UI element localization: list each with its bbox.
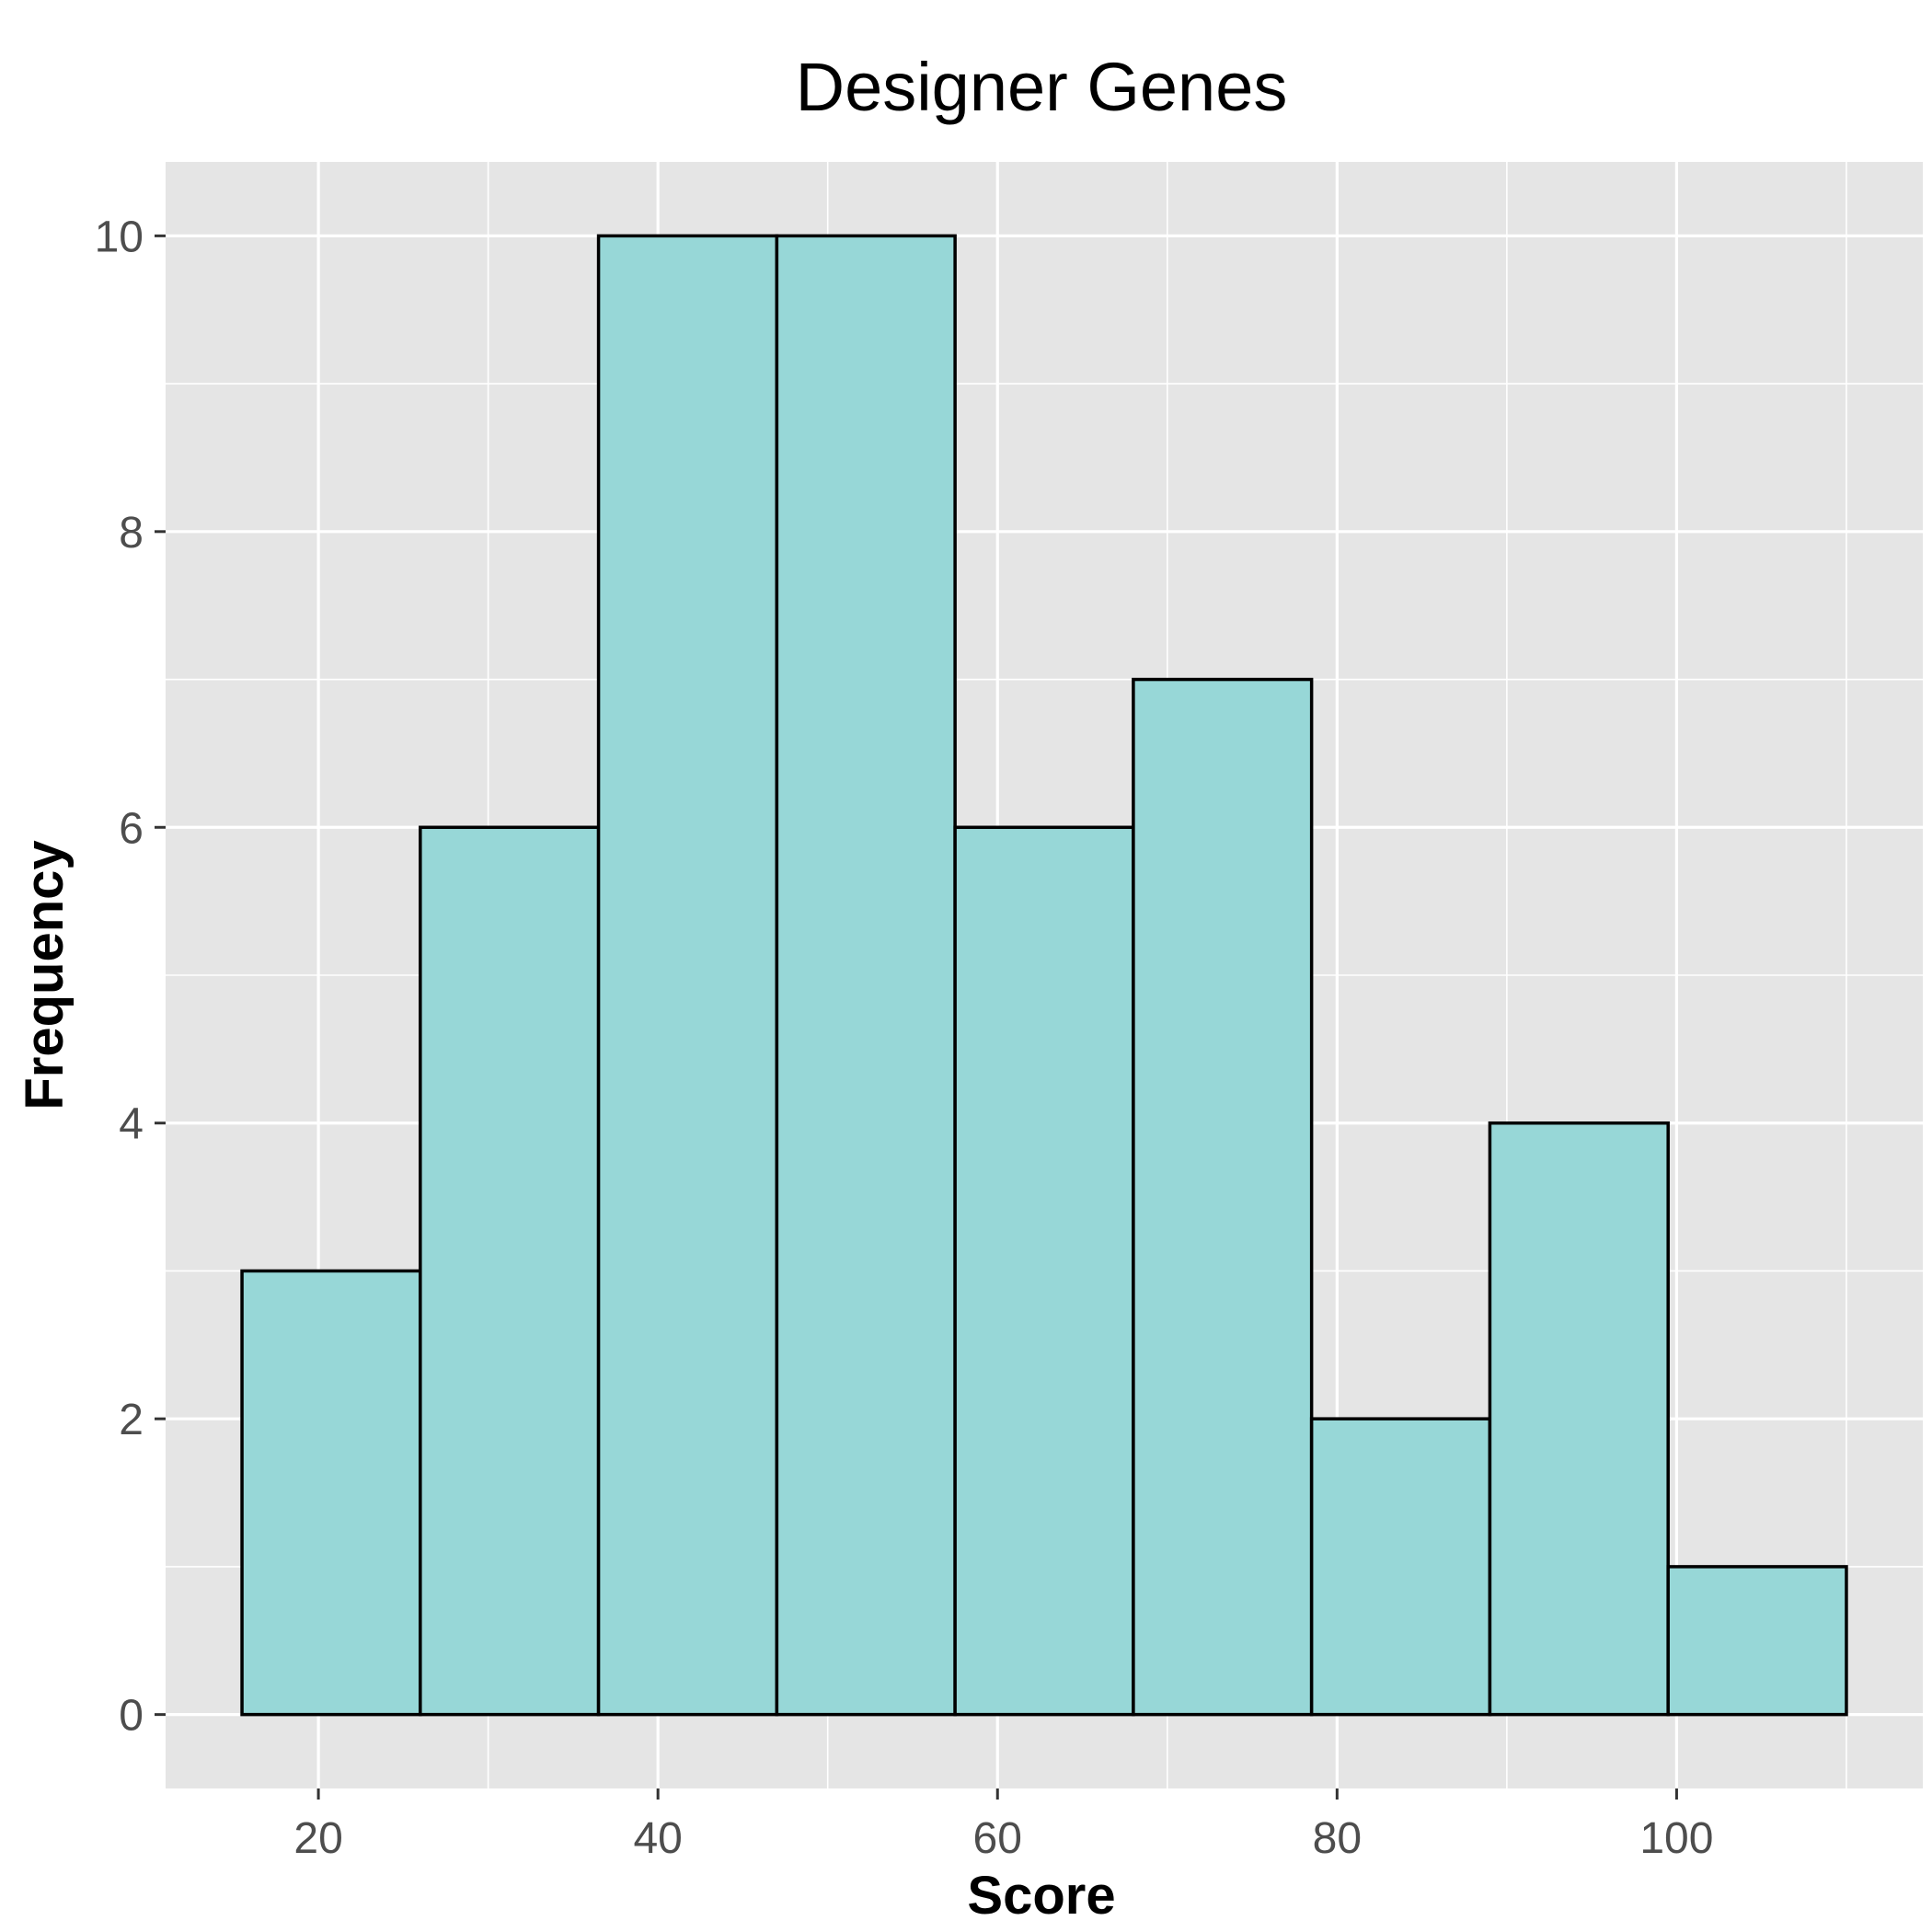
y-tick-label: 2 [119, 1396, 144, 1444]
histogram-bar-5 [953, 825, 1135, 1717]
y-axis: 0 2 4 6 8 10 [95, 213, 166, 1741]
y-tick-label: 4 [119, 1100, 144, 1149]
x-tick-label: 40 [633, 1814, 682, 1863]
y-tick-label: 10 [95, 213, 144, 261]
x-axis-title: Score [967, 1866, 1115, 1926]
y-tick-label: 6 [119, 804, 144, 853]
y-tick-label: 0 [119, 1692, 144, 1741]
y-tick-label: 8 [119, 509, 144, 558]
histogram-bar-6 [1132, 677, 1314, 1717]
histogram-bar-2 [419, 825, 601, 1717]
histogram-bar-9 [1666, 1565, 1848, 1717]
histogram-bar-1 [240, 1269, 422, 1717]
x-tick-label: 100 [1639, 1814, 1713, 1863]
histogram-bar-3 [596, 234, 779, 1717]
histogram-bar-8 [1488, 1121, 1670, 1717]
histogram-bar-7 [1309, 1417, 1492, 1717]
x-tick-label: 60 [973, 1814, 1022, 1863]
x-tick-label: 80 [1313, 1814, 1362, 1863]
x-axis: 20 40 60 80 100 [293, 1788, 1713, 1863]
histogram-bar-4 [775, 234, 957, 1717]
histogram-bars [240, 234, 1848, 1717]
y-axis-title: Frequency [15, 840, 75, 1110]
chart-title: Designer Genes [796, 49, 1288, 125]
x-tick-label: 20 [293, 1814, 342, 1863]
